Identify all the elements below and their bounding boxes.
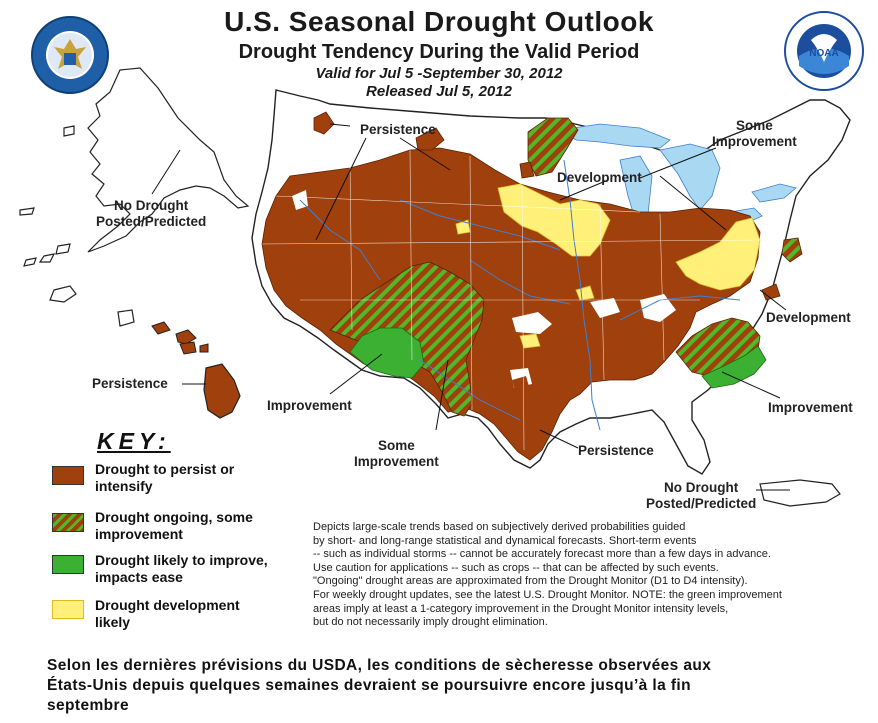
key-swatch-ongoing — [52, 513, 84, 532]
key-swatch-develop — [52, 600, 84, 619]
label-improvement-sw: Improvement — [267, 398, 352, 413]
label-some-improvement-south: Some Improvement — [354, 438, 439, 469]
page-title: U.S. Seasonal Drought Outlook — [224, 6, 654, 37]
valid-period: Valid for Jul 5 -September 30, 2012 — [315, 65, 563, 82]
key-title: KEY: — [97, 428, 171, 454]
persist-area-main — [261, 147, 761, 461]
key-label-improve: Drought likely to improve, impacts ease — [95, 552, 268, 585]
key-label-ongoing: Drought ongoing, some improvement — [95, 509, 253, 542]
improve-area-sw — [349, 327, 425, 379]
key-swatch-persist — [52, 466, 84, 485]
leader-lines — [151, 123, 790, 491]
noaa-logo-icon: NOAA — [784, 11, 864, 91]
alaska — [19, 67, 250, 327]
label-persistence-nw: Persistence — [360, 122, 436, 137]
label-puerto-rico: No Drought Posted/Predicted — [646, 480, 757, 511]
page-subtitle: Drought Tendency During the Valid Period — [238, 41, 640, 63]
development-areas — [455, 183, 761, 349]
label-persistence-south: Persistence — [578, 443, 654, 458]
map-description: Depicts large-scale trends based on subj… — [313, 521, 782, 629]
label-alaska: No Drought Posted/Predicted — [96, 198, 207, 229]
key-label-develop: Drought development likely — [95, 597, 240, 630]
label-some-improvement-ne: Some Improvement — [712, 118, 797, 149]
label-persistence-hawaii: Persistence — [92, 376, 168, 391]
no-drought-holes — [292, 190, 676, 388]
label-development-east: Development — [766, 310, 851, 325]
label-improvement-se: Improvement — [768, 400, 853, 415]
noaa-logo-text: NOAA — [809, 48, 838, 59]
caption: Selon les dernières prévisions du USDA, … — [47, 657, 712, 714]
key-label-persist: Drought to persist or intensify — [95, 461, 235, 494]
puerto-rico — [759, 479, 841, 507]
release-date: Released Jul 5, 2012 — [366, 83, 512, 100]
ongoing-area-ne — [781, 237, 803, 263]
key-swatch-improve — [52, 555, 84, 574]
improve-area-se — [701, 345, 767, 389]
persist-area-mt — [415, 127, 445, 151]
hawaii — [151, 321, 241, 419]
persist-area-nw — [313, 111, 335, 135]
label-development-north: Development — [557, 170, 642, 185]
commerce-seal-icon — [31, 16, 109, 94]
